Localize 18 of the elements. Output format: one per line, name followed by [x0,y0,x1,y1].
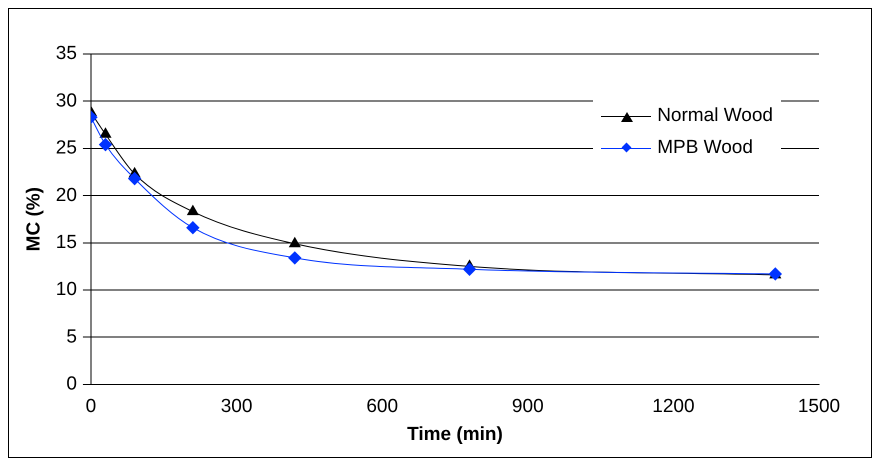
y-tick-label: 20 [56,184,77,206]
x-tick-label: 900 [512,396,544,418]
y-tick-label: 5 [66,326,77,348]
x-tick-label: 600 [366,396,398,418]
x-axis-title: Time (min) [407,424,503,445]
y-tick-label: 35 [56,43,77,64]
x-tick-label: 300 [220,396,252,418]
y-tick-label: 30 [56,90,77,112]
x-tick-label: 1200 [652,396,695,418]
y-axis-title: MC (%) [24,187,45,252]
y-tick-label: 10 [56,279,77,300]
legend-label: MPB Wood [657,137,753,159]
y-tick-label: 15 [56,232,77,254]
y-tick-label: 25 [56,138,77,159]
y-tick-label: 0 [66,374,77,395]
legend-label: Normal Wood [657,105,773,127]
x-tick-label: 1500 [798,396,840,418]
x-tick-label: 0 [86,396,96,418]
